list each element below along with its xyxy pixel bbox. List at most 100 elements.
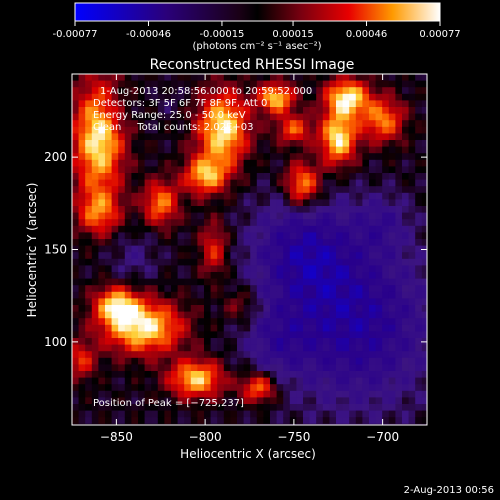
heatmap-cell <box>375 272 383 279</box>
heatmap-cell <box>85 338 93 345</box>
heatmap-cell <box>118 126 126 134</box>
heatmap-cell <box>78 206 86 213</box>
heatmap-cell <box>164 298 172 306</box>
heatmap-cell <box>197 245 205 253</box>
heatmap-cell <box>157 357 165 365</box>
heatmap-cell <box>98 417 106 425</box>
heatmap-cell <box>369 159 376 167</box>
heatmap-cell <box>369 423 376 425</box>
heatmap-cell <box>316 390 324 398</box>
heatmap-cell <box>72 272 79 279</box>
heatmap-cell <box>421 120 427 128</box>
heatmap-cell <box>72 364 79 372</box>
heatmap-cell <box>322 305 330 312</box>
heatmap-cell <box>190 338 198 345</box>
colorbar-tick-label: 0.00015 <box>272 29 313 40</box>
heatmap-cell <box>190 311 198 319</box>
heatmap-cell <box>171 357 178 365</box>
heatmap-cell <box>336 298 343 306</box>
heatmap-cell <box>210 324 218 332</box>
heatmap-cell <box>421 146 427 154</box>
heatmap-cell <box>362 100 370 108</box>
heatmap-cell <box>230 258 238 266</box>
heatmap-cell <box>316 357 324 365</box>
heatmap-cell <box>98 331 106 339</box>
heatmap-cell <box>164 199 172 207</box>
heatmap-cell <box>243 219 251 227</box>
heatmap-cell <box>342 338 350 345</box>
heatmap-cell <box>118 390 126 398</box>
heatmap-cell <box>303 291 310 299</box>
heatmap-cell <box>91 423 99 425</box>
heatmap-cell <box>111 93 119 101</box>
heatmap-cell <box>204 278 211 286</box>
heatmap-cell <box>85 311 93 319</box>
heatmap-cell <box>415 371 423 378</box>
heatmap-cell <box>309 173 317 180</box>
heatmap-cell <box>243 206 251 213</box>
heatmap-cell <box>283 192 291 200</box>
heatmap-cell <box>283 318 291 326</box>
heatmap-cell <box>362 146 370 154</box>
heatmap-cell <box>105 245 112 253</box>
heatmap-cell <box>72 192 79 200</box>
heatmap-cell <box>256 331 264 339</box>
heatmap-cell <box>283 74 291 81</box>
heatmap-cell <box>270 153 277 161</box>
heatmap-cell <box>270 245 277 253</box>
heatmap-cell <box>355 74 363 81</box>
peak-position-annotation: Position of Peak = [−725,237] <box>93 398 244 409</box>
heatmap-cell <box>408 252 416 260</box>
heatmap-cell <box>118 285 126 293</box>
heatmap-cell <box>322 344 330 352</box>
heatmap-cell <box>171 311 178 319</box>
heatmap-cell <box>164 159 172 167</box>
heatmap-cell <box>395 120 403 128</box>
heatmap-cell <box>309 126 317 134</box>
heatmap-cell <box>369 146 376 154</box>
heatmap-cell <box>250 252 258 260</box>
heatmap-cell <box>296 364 304 372</box>
heatmap-cell <box>309 305 317 312</box>
heatmap-cell <box>72 107 79 114</box>
heatmap-cell <box>329 146 337 154</box>
heatmap-cell <box>296 245 304 253</box>
heatmap-cell <box>138 153 145 161</box>
heatmap-cell <box>204 311 211 319</box>
heatmap-cell <box>349 351 357 359</box>
heatmap-cell <box>336 74 343 81</box>
heatmap-cell <box>171 87 178 95</box>
heatmap-cell <box>243 351 251 359</box>
heatmap-cell <box>375 324 383 332</box>
heatmap-cell <box>78 120 86 128</box>
heatmap-cell <box>157 93 165 101</box>
heatmap-cell <box>303 377 310 385</box>
heatmap-cell <box>177 258 185 266</box>
heatmap-cell <box>164 239 172 246</box>
heatmap-cell <box>362 219 370 227</box>
heatmap-cell <box>388 100 396 108</box>
heatmap-cell <box>151 291 159 299</box>
heatmap-cell <box>349 265 357 273</box>
heatmap-cell <box>72 232 79 240</box>
heatmap-cell <box>85 186 93 194</box>
heatmap-cell <box>408 173 416 180</box>
heatmap-cell <box>237 146 244 154</box>
heatmap-cell <box>250 390 258 398</box>
heatmap-cell <box>85 100 93 108</box>
heatmap-cell <box>322 311 330 319</box>
heatmap-cell <box>342 146 350 154</box>
heatmap-cell <box>138 199 145 207</box>
heatmap-cell <box>144 146 152 154</box>
heatmap-cell <box>250 265 258 273</box>
heatmap-cell <box>85 206 93 213</box>
heatmap-cell <box>408 179 416 187</box>
heatmap-cell <box>263 311 271 319</box>
heatmap-cell <box>276 225 284 233</box>
heatmap-cell <box>111 384 119 392</box>
heatmap-cell <box>250 146 258 154</box>
heatmap-cell <box>91 239 99 246</box>
heatmap-cell <box>355 146 363 154</box>
heatmap-cell <box>402 278 409 286</box>
heatmap-cell <box>263 206 271 213</box>
